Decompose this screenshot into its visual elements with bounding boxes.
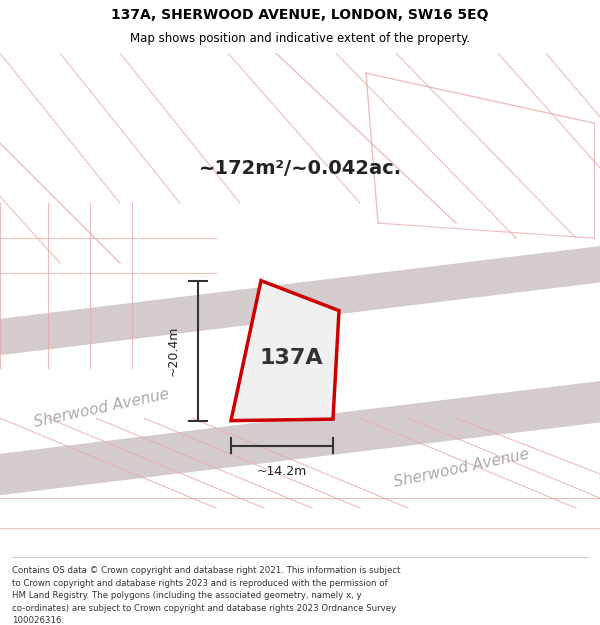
Polygon shape bbox=[231, 281, 339, 421]
Text: Sherwood Avenue: Sherwood Avenue bbox=[33, 386, 171, 430]
Text: Sherwood Avenue: Sherwood Avenue bbox=[393, 446, 531, 490]
Text: ~172m²/~0.042ac.: ~172m²/~0.042ac. bbox=[199, 159, 401, 177]
Text: Map shows position and indicative extent of the property.: Map shows position and indicative extent… bbox=[130, 32, 470, 45]
Text: Contains OS data © Crown copyright and database right 2021. This information is : Contains OS data © Crown copyright and d… bbox=[12, 566, 401, 575]
Text: 137A: 137A bbox=[259, 348, 323, 368]
Text: co-ordinates) are subject to Crown copyright and database rights 2023 Ordnance S: co-ordinates) are subject to Crown copyr… bbox=[12, 604, 396, 612]
Text: to Crown copyright and database rights 2023 and is reproduced with the permissio: to Crown copyright and database rights 2… bbox=[12, 579, 388, 587]
Text: HM Land Registry. The polygons (including the associated geometry, namely x, y: HM Land Registry. The polygons (includin… bbox=[12, 591, 362, 600]
Text: 137A, SHERWOOD AVENUE, LONDON, SW16 5EQ: 137A, SHERWOOD AVENUE, LONDON, SW16 5EQ bbox=[111, 8, 489, 22]
Text: ~14.2m: ~14.2m bbox=[257, 464, 307, 478]
Text: 100026316.: 100026316. bbox=[12, 616, 64, 625]
Text: ~20.4m: ~20.4m bbox=[167, 326, 180, 376]
